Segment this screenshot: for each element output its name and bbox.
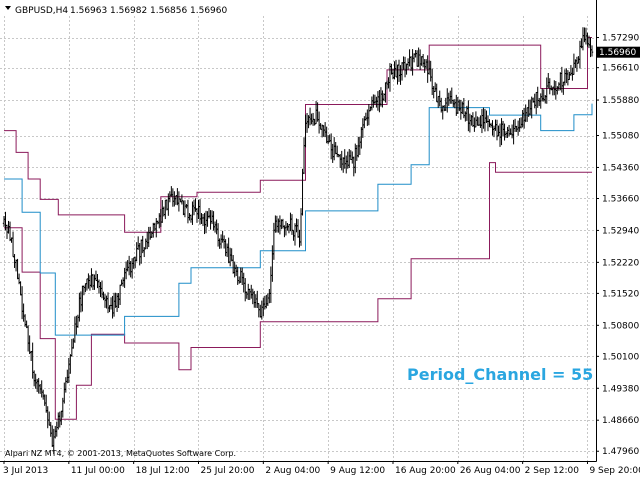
x-tick-label: 25 Jul 20:00 bbox=[200, 466, 254, 476]
channel-period-annotation: Period_Channel = 55 bbox=[407, 365, 593, 384]
x-tick-label: 3 Jul 2013 bbox=[3, 466, 48, 476]
candle bbox=[590, 45, 594, 57]
chart-symbol: GBPUSD,H4 bbox=[15, 6, 68, 16]
channel-line-2 bbox=[4, 103, 593, 336]
copyright-text: Alpari NZ MT4, © 2001-2013, MetaQuotes S… bbox=[5, 449, 236, 458]
x-tick-label: 2 Sep 12:00 bbox=[525, 466, 580, 476]
y-tick-label: 1.52940 bbox=[602, 226, 639, 236]
y-tick-label: 1.55080 bbox=[602, 132, 639, 142]
y-tick-label: 1.50100 bbox=[602, 352, 639, 362]
chart-low: 1.56856 bbox=[150, 6, 187, 16]
y-tick-label: 1.53660 bbox=[602, 194, 639, 204]
x-tick-label: 9 Sep 20:00 bbox=[589, 466, 640, 476]
x-tick-label: 18 Jul 12:00 bbox=[136, 466, 190, 476]
x-tick-label: 26 Aug 04:00 bbox=[460, 466, 521, 476]
y-tick-label: 1.56610 bbox=[602, 64, 639, 74]
chart-open: 1.56963 bbox=[70, 6, 107, 16]
y-tick-label: 1.57290 bbox=[602, 34, 639, 44]
x-tick-label: 2 Aug 04:00 bbox=[265, 466, 320, 476]
channel-lines bbox=[4, 37, 593, 420]
candles bbox=[2, 27, 594, 455]
y-axis-labels: 1.57290 1.56610 1.55880 1.55080 1.54360 1.536… bbox=[596, 34, 639, 457]
y-tick-label: 1.50800 bbox=[602, 321, 639, 331]
current-price-box bbox=[597, 46, 640, 58]
y-tick-label: 1.49380 bbox=[602, 384, 639, 394]
channel-line-0 bbox=[4, 37, 592, 233]
x-tick-label: 11 Jul 00:00 bbox=[71, 466, 125, 476]
channel-line-1 bbox=[4, 162, 592, 420]
chart-close: 1.56960 bbox=[190, 6, 227, 16]
chart-high: 1.56982 bbox=[110, 6, 147, 16]
y-tick-label: 1.48660 bbox=[602, 416, 639, 426]
y-tick-label: 1.51520 bbox=[602, 289, 639, 299]
x-tick-label: 9 Aug 12:00 bbox=[330, 466, 385, 476]
x-axis-labels: 3 Jul 2013 11 Jul 00:00 18 Jul 12:00 25 Jul… bbox=[3, 461, 640, 476]
y-tick-label: 1.52220 bbox=[602, 258, 639, 268]
y-tick-label: 1.54360 bbox=[602, 163, 639, 173]
menu-triangle-icon[interactable] bbox=[5, 6, 11, 10]
x-tick-label: 16 Aug 20:00 bbox=[395, 466, 456, 476]
current-price-label: 1.56960 bbox=[599, 48, 636, 58]
y-tick-label: 1.55880 bbox=[602, 96, 639, 106]
y-tick-label: 1.47960 bbox=[602, 447, 639, 457]
